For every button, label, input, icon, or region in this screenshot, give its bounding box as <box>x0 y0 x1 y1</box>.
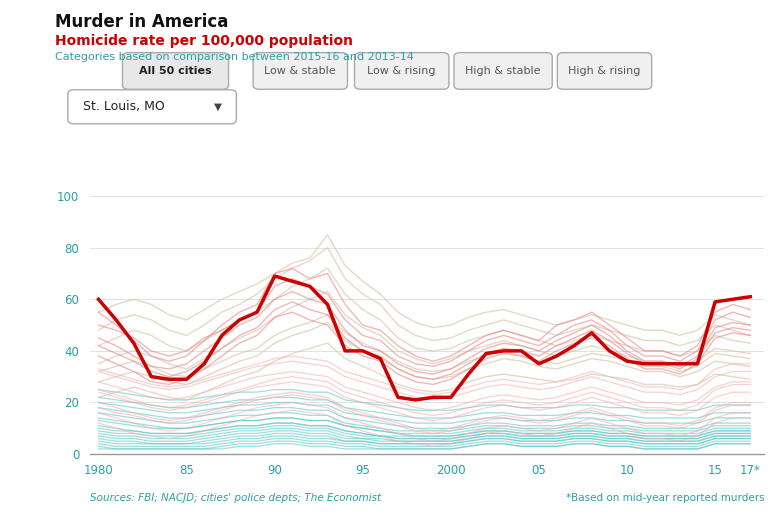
Text: High & rising: High & rising <box>569 66 640 76</box>
Text: High & stable: High & stable <box>466 66 541 76</box>
Text: All 50 cities: All 50 cities <box>139 66 212 76</box>
Text: Sources: FBI; NACJD; cities' police depts; The Economist: Sources: FBI; NACJD; cities' police dept… <box>90 493 381 503</box>
Text: Low & stable: Low & stable <box>264 66 336 76</box>
Text: Homicide rate per 100,000 population: Homicide rate per 100,000 population <box>55 34 353 47</box>
Text: St. Louis, MO: St. Louis, MO <box>83 100 165 114</box>
Text: Low & rising: Low & rising <box>367 66 436 76</box>
Text: ▼: ▼ <box>215 102 222 112</box>
Text: Categories based on comparison between 2015-16 and 2013-14: Categories based on comparison between 2… <box>55 52 413 61</box>
Text: Murder in America: Murder in America <box>55 13 228 31</box>
Text: *Based on mid-year reported murders: *Based on mid-year reported murders <box>566 493 764 503</box>
